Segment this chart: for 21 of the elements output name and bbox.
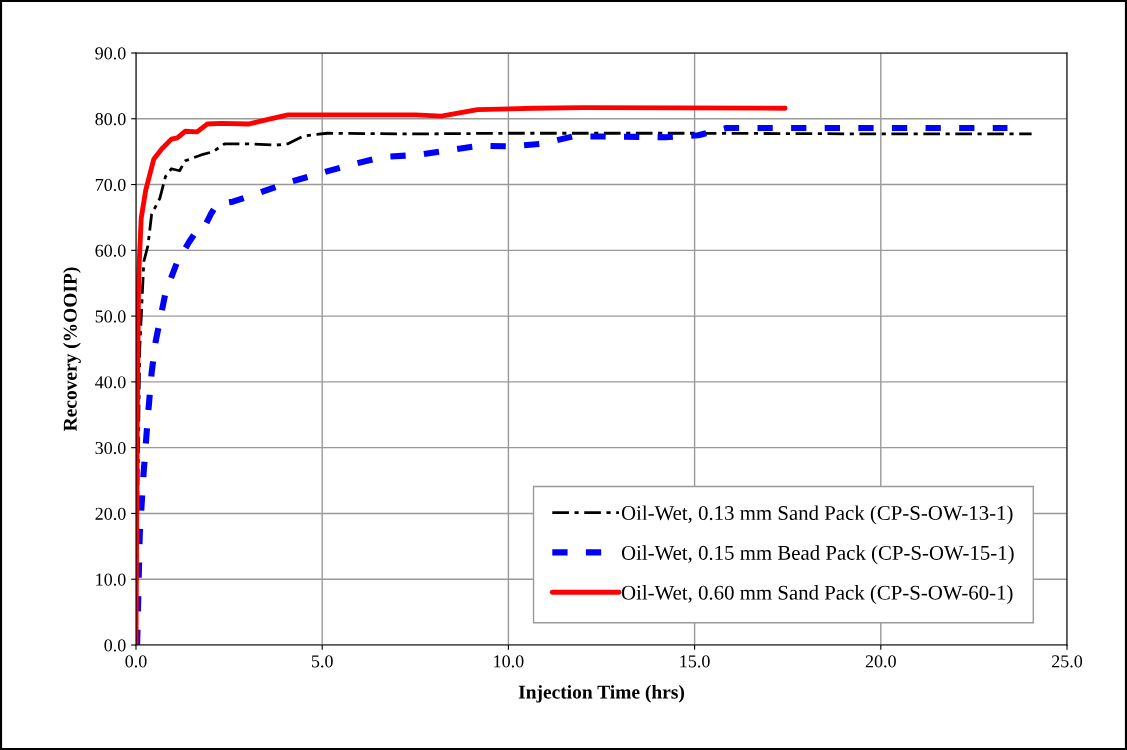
y-tick-label: 70.0 [95,178,126,192]
y-tick-label: 30.0 [95,441,126,455]
y-tick-label: 90.0 [95,47,126,60]
y-axis-title: Recovery (%OOIP) [63,267,81,432]
legend-label: Oil-Wet, 0.13 mm Sand Pack (CP-S-OW-13-1) [621,505,1013,525]
legend-label: Oil-Wet, 0.15 mm Bead Pack (CP-S-OW-15-1) [621,545,1014,565]
y-tick-label: 0.0 [104,639,126,652]
x-axis-title: Injection Time (hrs) [518,684,685,703]
legend-label: Oil-Wet, 0.60 mm Sand Pack (CP-S-OW-60-1) [621,585,1013,604]
x-tick-label: 20.0 [865,655,896,668]
x-tick-label: 25.0 [1051,655,1083,668]
x-tick-label: 10.0 [494,655,524,668]
x-tick-label: 0.0 [125,655,147,668]
y-tick-label: 40.0 [95,376,126,389]
x-tick-label: 5.0 [311,655,333,668]
y-tick-label: 80.0 [95,113,126,126]
y-tick-label: 20.0 [95,507,126,520]
y-tick-label: 10.0 [96,573,126,586]
y-tick-label: 50.0 [95,310,126,323]
x-tick-label: 15.0 [680,655,710,668]
y-tick-label: 60.0 [95,244,126,257]
